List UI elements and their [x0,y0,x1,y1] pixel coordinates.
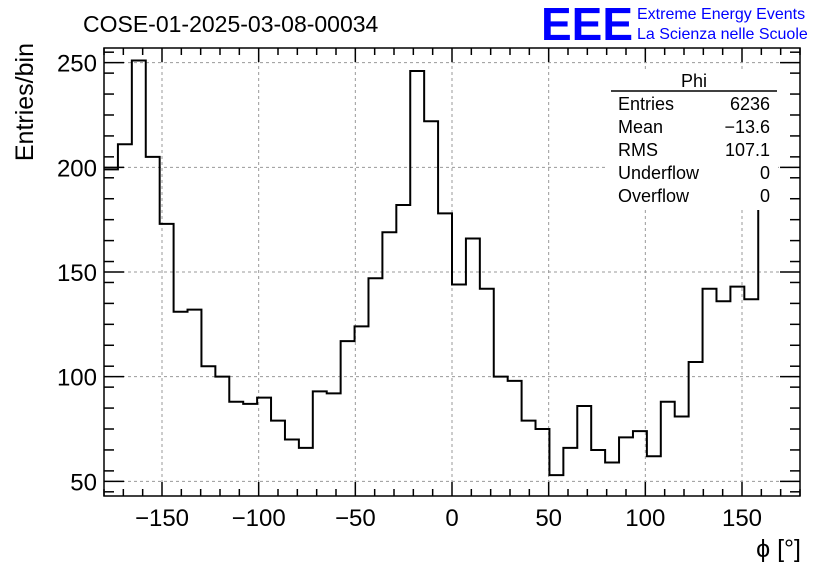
stats-row-label: Underflow [618,163,700,183]
x-tick-label: −100 [232,505,286,532]
stats-row-label: RMS [618,140,658,160]
histogram-bin [313,391,327,496]
histogram-bin [730,287,744,496]
stats-row-label: Entries [618,94,674,114]
histogram-bin [716,301,730,496]
chart-title: COSE-01-2025-03-08-00034 [83,11,379,37]
logo-subtitle-1: Extreme Energy Events [637,6,805,23]
y-tick-labels: 50 100 150 200 250 [57,51,97,497]
histogram-bin [355,326,369,496]
y-axis-label: Entries/bin [11,43,39,161]
y-tick-label: 200 [57,155,97,182]
histogram-bin [536,429,550,496]
y-tick-label: 50 [70,469,97,496]
histogram-bin [229,402,243,496]
x-tick-label: 0 [445,505,458,532]
stats-row-value: 6236 [730,94,770,114]
histogram-bin [188,310,202,496]
histogram-bin [619,437,633,496]
stats-row-value: 107.1 [725,140,770,160]
x-tick-labels: −150 −100 −50 0 50 100 150 [135,505,762,532]
y-tick-label: 150 [57,260,97,287]
histogram-bin [341,341,355,496]
histogram-bin [285,439,299,496]
histogram-bin [758,205,772,496]
histogram-bin [382,232,396,496]
histogram-bin [368,278,382,496]
histogram-bin [146,157,160,496]
stats-row-value: −13.6 [724,117,770,137]
histogram-bin [563,448,577,496]
histogram-bin [118,144,132,496]
histogram-bin [591,450,605,496]
histogram-bin [174,312,188,496]
histogram-bin [494,377,508,496]
histogram-series-line [104,59,773,477]
y-tick-label: 250 [57,51,97,78]
stats-box-background [606,70,778,210]
x-tick-label: 100 [625,505,665,532]
histogram-bin [104,169,118,496]
histogram-bin [424,121,438,496]
histogram-bin [438,213,452,496]
x-axis-label: ϕ [°] [756,535,801,563]
stats-box: Phi Entries 6236 Mean −13.6 RMS 107.1 Underflo… [606,70,778,210]
axis-ticks [103,48,801,496]
x-tick-label: 150 [722,505,762,532]
y-tick-label: 100 [57,365,97,392]
histogram-bin [744,299,758,496]
stats-row-label: Mean [618,117,663,137]
histogram-bin [132,61,146,496]
histogram-bin [410,71,424,496]
histogram-bin [577,406,591,496]
histogram-bin [327,393,341,496]
stats-row-label: Overflow [618,186,690,206]
histogram-bin [201,366,215,496]
logo-subtitle-2: La Scienza nelle Scuole [637,26,808,43]
histogram-bin [522,421,536,496]
x-tick-label: −150 [135,505,189,532]
stats-row-value: 0 [760,186,770,206]
histogram-bin [549,475,563,496]
histogram-bin [396,205,410,496]
histogram-bin [243,404,257,496]
histogram-bin [647,456,661,496]
stats-box-rows: Entries 6236 Mean −13.6 RMS 107.1 Underflow 0 Ov… [618,94,770,206]
stats-row-value: 0 [760,163,770,183]
histogram-bin [257,398,271,496]
x-tick-label: −50 [335,505,376,532]
histogram-bin [466,239,480,496]
x-tick-label: 50 [535,505,562,532]
histogram-bin [508,381,522,496]
histogram-bin [480,289,494,496]
histogram-bin [675,416,689,496]
histogram-bin [452,285,466,496]
stats-box-title: Phi [681,71,707,91]
eee-logo: EEE [541,0,633,50]
histogram-bin [160,224,174,496]
histogram-bin [661,402,675,496]
histogram-bin [271,421,285,496]
histogram-bin [689,362,703,496]
histogram-bin [215,377,229,496]
histogram-bin [299,448,313,496]
histogram-bin [703,289,717,496]
